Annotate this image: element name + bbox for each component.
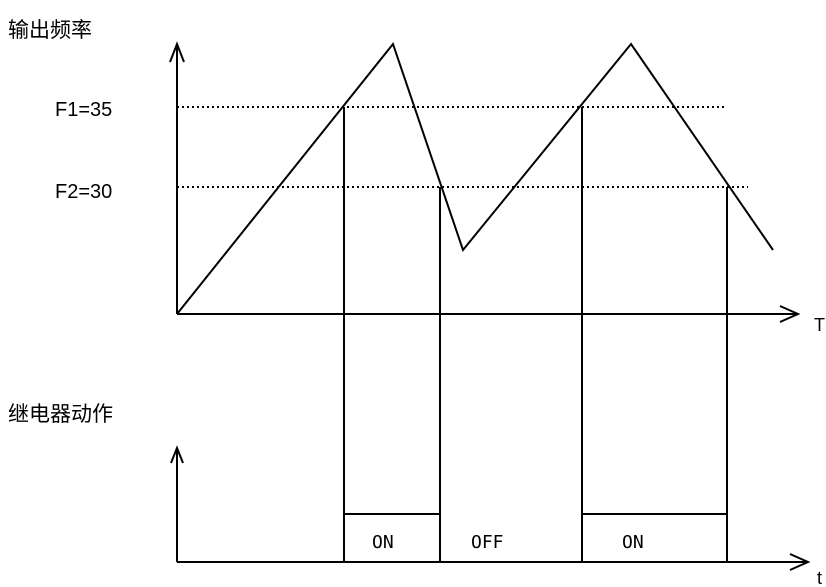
frequency-y-axis-arrow [169, 41, 185, 63]
relay-state-on-1: ON [372, 532, 394, 553]
relay-time-axis-label: t [817, 568, 822, 587]
f1-level-label: F1=35 [55, 99, 112, 121]
f2-level-label: F2=30 [55, 181, 112, 203]
relay-axis-label: 继电器动作 [8, 402, 113, 426]
relay-time-axis-arrow [789, 553, 811, 571]
frequency-axis-label: 输出频率 [8, 18, 92, 42]
relay-state-on-2: ON [622, 532, 644, 553]
relay-state-off: OFF [471, 532, 504, 553]
relay-y-axis-arrow [170, 445, 184, 464]
time-x-axis-arrow [779, 305, 801, 323]
time-axis-label: T [814, 315, 825, 335]
frequency-curve [176, 41, 774, 315]
